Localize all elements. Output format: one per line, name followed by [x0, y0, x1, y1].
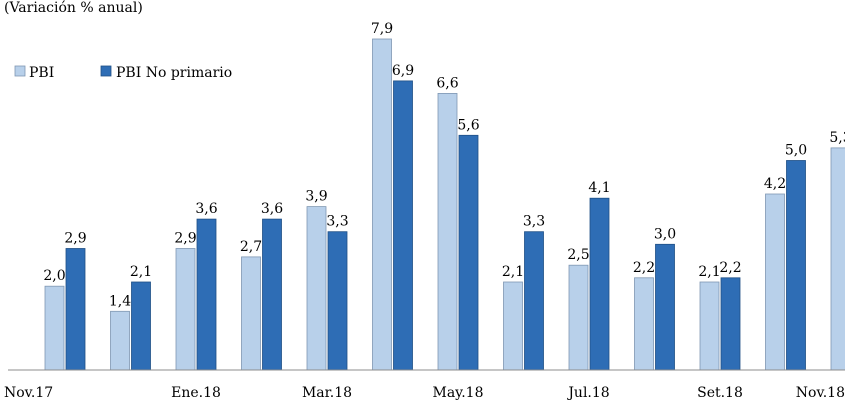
value-label-pbi-no-primario-0: 2,9	[64, 231, 86, 247]
value-labels-group: 2,0 2,9 1,4 2,1 2,9 3,6 2,7 3,6 3,9 3,3 7,9 6,9 6,6 5…	[43, 21, 845, 309]
value-label-pbi-11: 4,2	[764, 176, 786, 192]
value-label-pbi-4: 3,9	[305, 189, 327, 205]
bar-pbi-no-primario-6	[458, 134, 479, 371]
bar-pbi-0	[44, 285, 65, 371]
value-label-pbi-no-primario-2: 3,6	[195, 201, 217, 217]
value-label-pbi-no-primario-9: 3,0	[654, 226, 676, 242]
bar-pbi-1	[110, 310, 130, 371]
bar-pbi-no-primario-10	[720, 277, 741, 371]
value-label-pbi-0: 2,0	[43, 268, 65, 284]
value-label-pbi-3: 2,7	[240, 239, 262, 255]
bar-pbi-8	[568, 264, 589, 371]
value-label-pbi-no-primario-11: 5,0	[785, 143, 807, 159]
chart-subtitle: (Variación % anual)	[4, 0, 143, 16]
legend-label-pbi: PBI	[29, 65, 54, 81]
bar-pbi-7	[503, 281, 523, 371]
legend-label-pbi-no-primario: PBI No primario	[116, 65, 232, 81]
value-label-pbi-no-primario-4: 3,3	[326, 214, 348, 230]
bar-pbi-no-primario-1	[131, 281, 151, 371]
value-label-pbi-6: 6,6	[436, 75, 458, 91]
x-tick-labels: Nov.17 Ene.18 Mar.18 May.18 Jul.18 Set.18 Nov.…	[4, 385, 845, 401]
bar-pbi-no-primario-9	[655, 243, 675, 371]
value-label-pbi-no-primario-10: 2,2	[719, 260, 741, 276]
bar-pbi-4	[306, 206, 327, 371]
x-tick-label-2: Ene.18	[171, 385, 221, 401]
bar-pbi-no-primario-3	[262, 218, 282, 371]
bar-pbi-no-primario-11	[786, 160, 806, 371]
bar-pbi-9	[634, 277, 654, 371]
value-label-pbi-7: 2,1	[502, 264, 524, 280]
x-tick-label-8: Jul.18	[566, 385, 609, 401]
bar-pbi-3	[241, 256, 261, 371]
value-label-pbi-no-primario-7: 3,3	[523, 214, 545, 230]
value-label-pbi-12: 5,3	[829, 130, 845, 146]
value-label-pbi-9: 2,2	[633, 260, 655, 276]
value-label-pbi-1: 1,4	[109, 293, 131, 309]
value-label-pbi-2: 2,9	[174, 231, 196, 247]
bar-pbi-no-primario-2	[196, 218, 217, 371]
value-label-pbi-5: 7,9	[371, 21, 393, 37]
bar-pbi-6	[437, 93, 458, 371]
bar-pbi-5	[372, 38, 392, 371]
bar-pbi-10	[699, 281, 720, 371]
value-label-pbi-no-primario-5: 6,9	[392, 63, 414, 79]
x-tick-label-12: Nov.18	[796, 385, 845, 401]
value-label-pbi-no-primario-8: 4,1	[588, 180, 610, 196]
value-label-pbi-no-primario-1: 2,1	[130, 264, 152, 280]
value-label-pbi-no-primario-6: 5,6	[457, 117, 479, 133]
value-label-pbi-8: 2,5	[567, 247, 589, 263]
value-label-pbi-10: 2,1	[698, 264, 720, 280]
x-tick-label-6: May.18	[433, 385, 484, 401]
bar-pbi-no-primario-0	[65, 248, 86, 371]
bar-pbi-no-primario-8	[589, 197, 610, 371]
bar-pbi-no-primario-5	[393, 80, 413, 371]
bar-pbi-2	[175, 248, 196, 371]
bar-pbi-no-primario-7	[524, 231, 544, 371]
legend-swatch-pbi	[14, 65, 26, 77]
bar-pbi-11	[765, 193, 785, 371]
legend-swatch-pbi-no-primario	[100, 65, 112, 77]
bar-pbi-12	[830, 147, 845, 371]
x-tick-label-10: Set.18	[697, 385, 743, 401]
legend: PBI PBI No primario	[14, 65, 232, 81]
x-tick-label-4: Mar.18	[302, 385, 352, 401]
value-label-pbi-no-primario-3: 3,6	[261, 201, 283, 217]
x-tick-label-0: Nov.17	[4, 385, 53, 401]
bar-pbi-no-primario-4	[327, 231, 348, 371]
